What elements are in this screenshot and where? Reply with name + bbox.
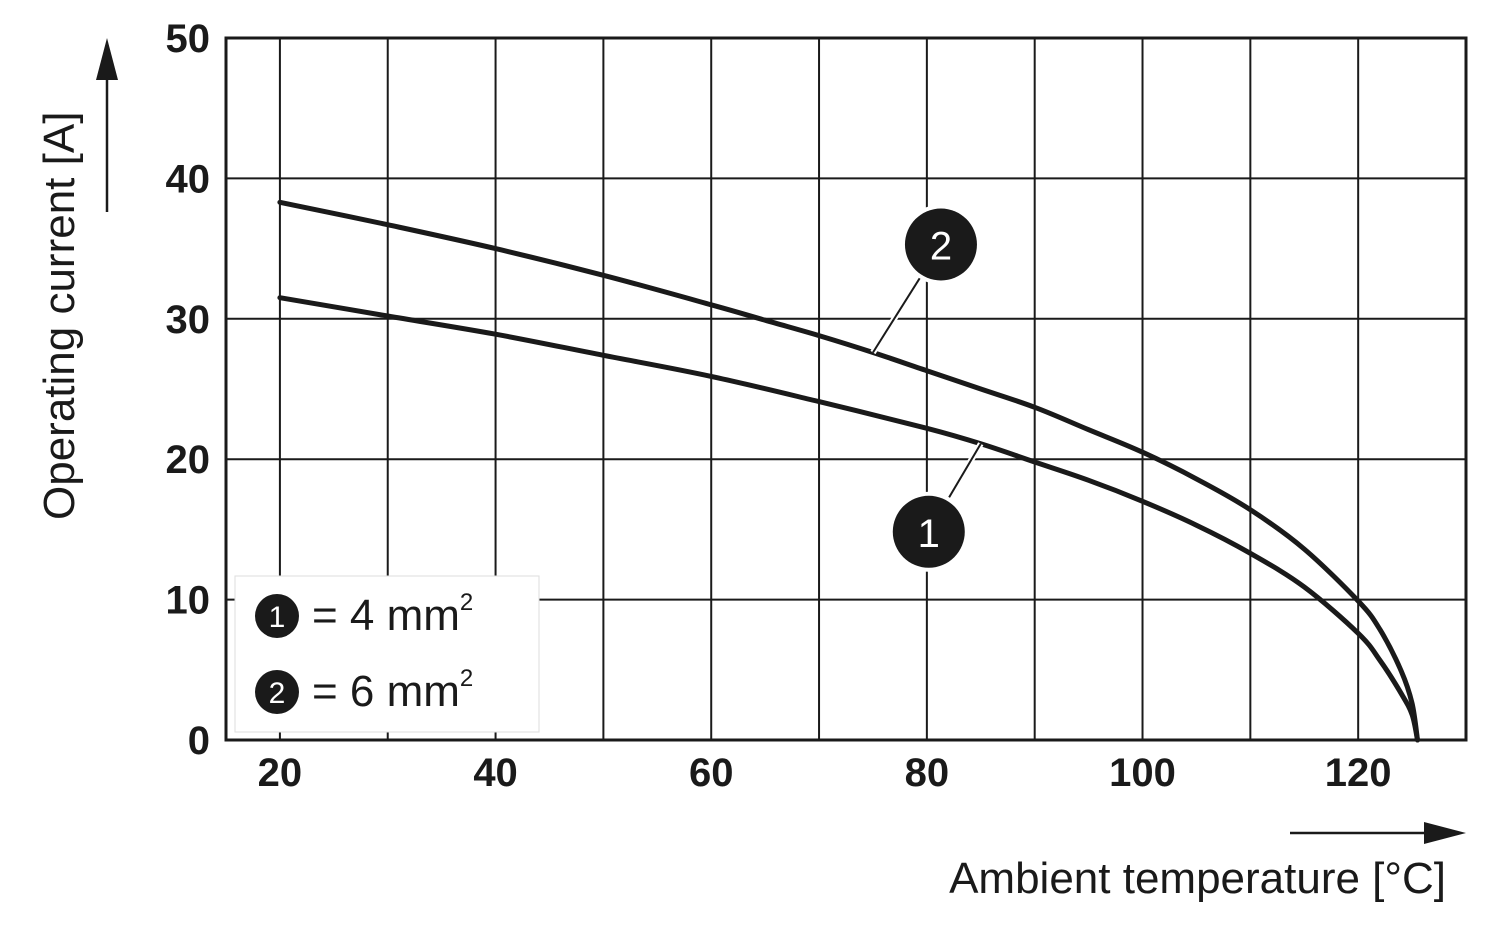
legend: 1 = 4 mm2 2 = 6 mm2 bbox=[234, 575, 540, 733]
x-tick-label: 60 bbox=[689, 751, 734, 795]
y-axis-label: Operating current [A] bbox=[35, 112, 84, 520]
legend-badge-label-1: 1 bbox=[269, 601, 286, 634]
series-line-1 bbox=[277, 295, 1420, 743]
series-line-2 bbox=[277, 199, 1420, 743]
x-tick-label: 80 bbox=[905, 751, 950, 795]
x-tick-label: 40 bbox=[473, 751, 518, 795]
x-axis-label: Ambient temperature [°C] bbox=[949, 854, 1446, 903]
legend-badge-2 bbox=[255, 670, 299, 714]
legend-sup-2: 2 bbox=[460, 665, 473, 692]
y-tick-label: 20 bbox=[166, 438, 211, 482]
callout-badge-2 bbox=[904, 208, 977, 281]
y-tick-label: 40 bbox=[166, 157, 211, 201]
legend-label-2: = 6 mm bbox=[312, 667, 460, 716]
y-axis-arrow-head bbox=[96, 38, 118, 80]
y-tick-labels: 0 10 20 30 40 50 bbox=[166, 17, 211, 763]
x-tick-label: 20 bbox=[258, 751, 303, 795]
legend-text-2: = 6 mm2 bbox=[312, 665, 473, 716]
y-tick-label: 50 bbox=[166, 17, 211, 61]
x-axis-arrow-head bbox=[1424, 822, 1466, 844]
legend-item-1: 1 = 4 mm2 bbox=[255, 589, 473, 640]
y-tick-label: 0 bbox=[188, 719, 210, 763]
series-lines bbox=[277, 199, 1420, 743]
callouts: 12 bbox=[870, 204, 984, 572]
x-tick-label: 100 bbox=[1109, 751, 1176, 795]
y-tick-label: 10 bbox=[166, 579, 211, 623]
callout-label-1: 1 bbox=[918, 512, 940, 556]
plot-frame bbox=[224, 36, 1468, 742]
x-tick-label: 120 bbox=[1325, 751, 1392, 795]
legend-text-1: = 4 mm2 bbox=[312, 589, 473, 640]
legend-label-1: = 4 mm bbox=[312, 591, 460, 640]
legend-badge-1 bbox=[255, 594, 299, 638]
x-tick-labels: 20 40 60 80 100 120 bbox=[258, 751, 1392, 795]
y-tick-label: 30 bbox=[166, 298, 211, 342]
callout-badge-1 bbox=[892, 495, 965, 568]
legend-item-2: 2 = 6 mm2 bbox=[255, 665, 473, 716]
legend-sup-1: 2 bbox=[460, 589, 473, 616]
callout-label-2: 2 bbox=[930, 224, 952, 268]
legend-badge-label-2: 2 bbox=[269, 677, 286, 710]
